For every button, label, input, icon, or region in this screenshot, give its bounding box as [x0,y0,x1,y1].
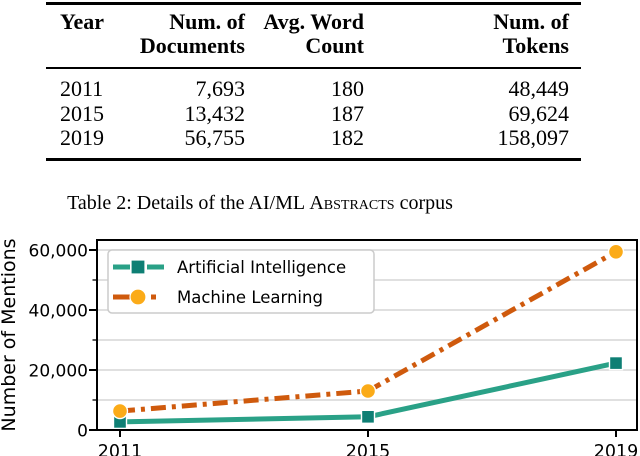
col-header-year: Year [60,9,104,34]
y-tick-label: 20,000 [29,361,88,381]
y-axis-label: Number of Mentions [0,238,20,431]
legend-box [107,249,375,314]
caption-suffix: corpus [394,192,453,214]
table-top-rule [46,2,581,5]
data-point-machine-learning [607,243,625,260]
table-cell: 187 [331,101,364,126]
table-cell: 56,755 [184,125,246,150]
table-cell: 180 [331,76,364,101]
col-header-num-tokens: Num. of [493,9,569,34]
data-point-machine-learning [359,382,377,400]
legend-label: Machine Learning [177,288,323,307]
col-header-documents-line2: Documents [139,33,245,58]
data-point-artificial-intelligence [608,355,624,371]
table-header-row-1: Year Num. of Avg. Word Num. of [46,10,581,34]
table-cell: 2015 [60,101,104,126]
table-row: 2019 56,755 182 158,097 [46,126,581,150]
y-tick-label: 0 [77,422,88,442]
y-tick-label: 40,000 [29,301,88,321]
mentions-line-chart: 0 20,000 40,000 60,000 2011 2015 2019 Number of… [0,238,639,456]
x-tick-label: 2011 [98,442,143,456]
caption-corpus-name: Abstracts [309,192,395,214]
table-cell: 2019 [60,125,104,150]
legend-label: Artificial Intelligence [177,258,346,277]
x-axis: 2011 2015 2019 [98,430,639,456]
legend-marker-square [130,259,146,275]
legend: Artificial Intelligence Machine Learning [107,249,375,314]
table-cell: 48,449 [508,76,570,101]
col-header-num-documents: Num. of [169,9,245,34]
table-cell: 182 [331,125,364,150]
caption-prefix: Table 2: Details of the AI/ML [67,192,310,214]
table-bottom-rule [46,158,581,161]
table-cell: 69,624 [508,101,570,126]
table-caption: Table 2: Details of the AI/ML Abstracts … [0,191,520,215]
table-cell: 13,432 [184,101,246,126]
table-cell: 158,097 [497,125,570,150]
table-cell: 7,693 [195,76,246,101]
table-row: 2015 13,432 187 69,624 [46,102,581,126]
x-tick-label: 2015 [346,442,391,456]
data-point-machine-learning [111,402,129,420]
table-header-row-2: Documents Count Tokens [46,34,581,58]
col-header-year-line2 [46,34,136,58]
y-tick-label: 60,000 [29,241,88,261]
col-header-count-line2: Count [305,33,364,58]
table-row: 2011 7,693 180 48,449 [46,77,581,101]
x-tick-label: 2019 [594,442,639,456]
series-markers [111,243,625,430]
y-axis: 0 20,000 40,000 60,000 [29,241,97,442]
col-header-tokens-line2: Tokens [502,33,569,58]
data-point-artificial-intelligence [360,409,376,424]
legend-marker-circle [129,288,147,306]
table-mid-rule [46,67,581,69]
col-header-avg-word: Avg. Word [263,9,364,34]
table-cell: 2011 [60,76,104,101]
